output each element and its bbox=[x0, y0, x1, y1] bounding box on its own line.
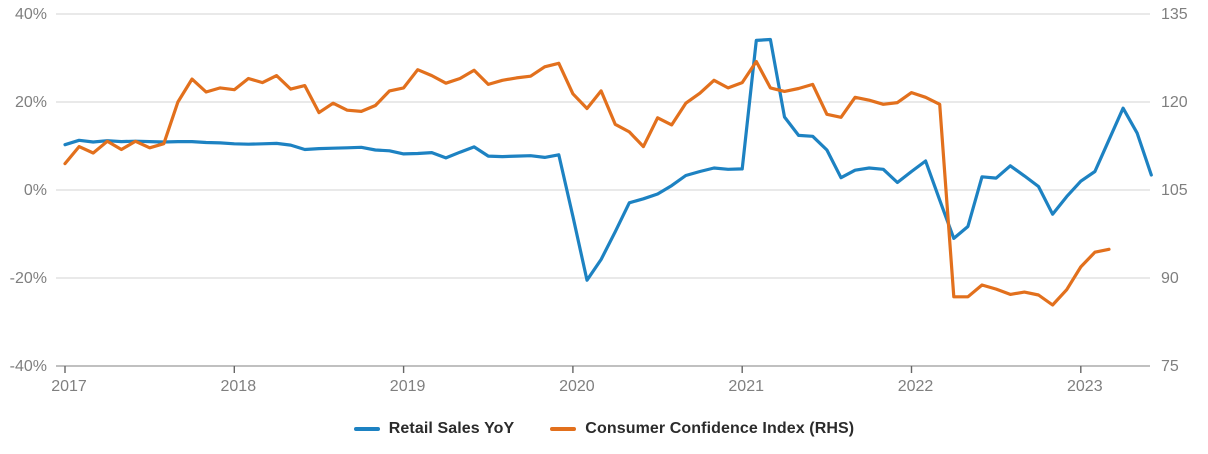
legend-label-retail-sales: Retail Sales YoY bbox=[388, 420, 515, 437]
y-axis-left-tick-label: -20% bbox=[10, 270, 47, 287]
x-axis-tick-label: 2019 bbox=[390, 378, 426, 395]
x-axis-tick-label: 2017 bbox=[51, 378, 87, 395]
y-axis-left-tick-label: 0% bbox=[24, 182, 47, 199]
y-axis-right-tick-label: 75 bbox=[1161, 358, 1179, 375]
legend-label-consumer-confidence: Consumer Confidence Index (RHS) bbox=[585, 420, 855, 437]
x-axis-tick-label: 2018 bbox=[221, 378, 257, 395]
y-axis-right-tick-label: 105 bbox=[1161, 182, 1188, 199]
chart-canvas: 40% 20% 0% -20% -40% 135 120 105 90 75 2017 2018 201… bbox=[10, 6, 1188, 395]
x-axis-tick-label: 2023 bbox=[1067, 378, 1103, 395]
y-axis-right-tick-label: 90 bbox=[1161, 270, 1179, 287]
y-axis-right-tick-label: 120 bbox=[1161, 94, 1188, 111]
legend-item-retail-sales[interactable]: Retail Sales YoY bbox=[353, 420, 515, 438]
cci-legend-swatch-icon bbox=[550, 427, 577, 431]
x-axis-tick-label: 2021 bbox=[728, 378, 764, 395]
legend-item-consumer-confidence[interactable]: Consumer Confidence Index (RHS) bbox=[550, 420, 854, 438]
retail-sales-line bbox=[63, 37, 1153, 282]
y-axis-left-tick-label: 20% bbox=[15, 94, 47, 111]
y-axis-right-tick-label: 135 bbox=[1161, 6, 1188, 23]
chart-legend: Retail Sales YoY Consumer Confidence Ind… bbox=[0, 420, 1208, 438]
x-axis-tick-label: 2022 bbox=[898, 378, 934, 395]
y-axis-left-tick-label: 40% bbox=[15, 6, 47, 23]
consumer-confidence-line bbox=[63, 59, 1111, 307]
x-axis-tick-label: 2020 bbox=[559, 378, 595, 395]
y-axis-left-tick-label: -40% bbox=[10, 358, 47, 375]
retail-sales-legend-swatch-icon bbox=[353, 427, 380, 431]
